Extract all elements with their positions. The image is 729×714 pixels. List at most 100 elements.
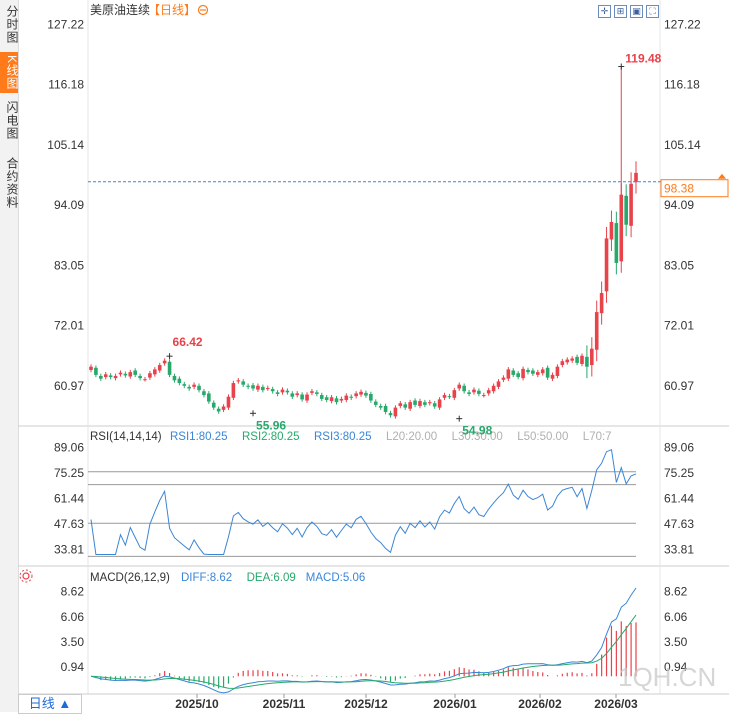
candle <box>398 403 403 406</box>
candle <box>378 405 383 408</box>
candle <box>148 373 152 378</box>
candle <box>472 389 476 393</box>
last-price-label: 98.38 <box>664 182 694 196</box>
candle <box>432 403 437 407</box>
macd-y-tick-left: 6.06 <box>61 610 85 624</box>
price-y-tick-right: 72.01 <box>664 319 694 333</box>
annotation-label: 55.96 <box>256 418 286 432</box>
candle <box>531 370 535 374</box>
candle <box>413 400 417 405</box>
tab-timeshare[interactable]: 分时图 <box>5 5 19 44</box>
macd-dea-line <box>90 614 637 689</box>
candle <box>570 358 574 361</box>
candle <box>103 374 108 378</box>
candle <box>511 370 516 375</box>
period-label: 【日线】 <box>148 3 196 17</box>
candle <box>383 405 388 412</box>
candle <box>373 401 378 405</box>
candle <box>187 386 191 389</box>
candle <box>113 375 118 379</box>
chart-title: 美原油连续 <box>90 2 150 17</box>
candle <box>339 398 344 401</box>
candle <box>506 369 511 379</box>
fullscreen-icon[interactable]: ⛶ <box>646 5 659 18</box>
sidebar: 分时图 K线图 闪电图 合约资料 <box>0 0 19 712</box>
price-y-tick-left: 94.09 <box>54 198 84 212</box>
candle <box>521 368 525 379</box>
price-y-tick-left: 127.22 <box>47 17 84 31</box>
period-button[interactable]: 日线 ▲ <box>18 694 82 714</box>
candle <box>437 399 442 408</box>
candle <box>182 384 187 386</box>
price-y-tick-left: 83.05 <box>54 258 84 272</box>
tab-flash[interactable]: 闪电图 <box>5 101 19 140</box>
x-tick-label: 2025/12 <box>344 697 388 711</box>
candle <box>334 398 339 403</box>
candle <box>261 386 265 391</box>
candle <box>99 375 103 379</box>
candle <box>427 402 432 404</box>
candle <box>94 367 98 375</box>
zoom-icon[interactable]: ⊞ <box>614 5 627 18</box>
candle <box>138 375 142 379</box>
rsi-y-tick-right: 75.25 <box>664 466 694 480</box>
candle <box>496 381 501 387</box>
candle <box>575 356 579 363</box>
rsi-legend-item: RSI2:80.25 <box>242 431 300 443</box>
candle <box>545 367 550 378</box>
tab-contract-info[interactable]: 合约资料 <box>5 157 19 209</box>
rsi-legend-item: L70:7 <box>583 431 612 443</box>
rsi-y-tick-left: 47.63 <box>54 517 84 531</box>
candle <box>251 385 255 389</box>
price-y-tick-left: 116.18 <box>48 78 84 92</box>
rsi-legend: RSI1:80.25 RSI2:80.25 RSI3:80.25 L20:20.00 L… <box>170 431 612 443</box>
price-y-tick-right: 116.18 <box>664 78 700 92</box>
candle <box>565 359 570 363</box>
last-price-marker <box>718 173 726 179</box>
candle <box>285 390 290 393</box>
candle <box>324 397 329 400</box>
candle <box>265 387 270 389</box>
macd-settings-icon[interactable] <box>19 569 33 583</box>
candle <box>526 369 530 373</box>
candle <box>221 406 226 410</box>
candle <box>246 385 250 387</box>
candle <box>123 373 128 376</box>
price-y-tick-left: 60.97 <box>54 379 84 393</box>
candle <box>153 369 157 375</box>
candle <box>467 392 471 394</box>
candle <box>310 391 314 393</box>
price-y-tick-right: 105.14 <box>664 138 701 152</box>
settings-icon[interactable] <box>197 4 209 16</box>
candle <box>408 402 412 409</box>
candle <box>491 385 496 392</box>
price-panel: 66.42 55.96 54.98 119.48 98.38 <box>88 52 729 438</box>
candle <box>305 394 309 401</box>
candle <box>359 391 363 395</box>
candle <box>280 389 285 393</box>
candle <box>462 385 466 392</box>
candle <box>143 379 147 381</box>
rsi-line <box>90 449 637 555</box>
candle <box>442 395 447 398</box>
macd-diff-line <box>90 587 637 694</box>
x-tick-label: 2025/10 <box>175 697 219 711</box>
candle <box>349 396 354 398</box>
fit-icon[interactable]: ✛ <box>598 5 611 18</box>
annotation-label: 54.98 <box>462 424 492 438</box>
candle <box>560 361 565 366</box>
tab-kline[interactable]: K线图 <box>0 52 19 94</box>
annotation-label: 66.42 <box>173 335 203 349</box>
download-icon[interactable]: ▣ <box>630 5 643 18</box>
watermark: 1QH.CN <box>618 662 716 692</box>
candle <box>241 381 246 385</box>
candle <box>329 397 334 402</box>
candle <box>207 393 211 402</box>
candle <box>486 390 491 394</box>
candle <box>423 402 427 405</box>
rsi-y-tick-left: 89.06 <box>54 441 84 455</box>
candle <box>197 385 201 391</box>
rsi-y-tick-right: 89.06 <box>664 441 694 455</box>
rsi-legend-item: RSI1:80.25 <box>170 431 228 443</box>
